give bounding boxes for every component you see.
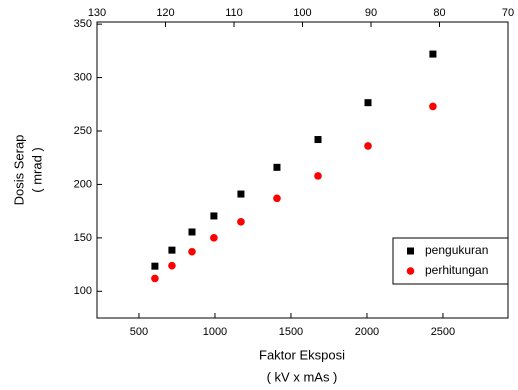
y-axis-title: ( mrad ) (29, 147, 44, 193)
point (168, 261, 176, 270)
x2-tick-label: 100 (293, 7, 311, 19)
point (364, 99, 372, 107)
point (237, 218, 245, 226)
point (188, 247, 196, 256)
x-axis-title: ( kV x mAs ) (267, 369, 338, 384)
point (364, 142, 372, 150)
point (237, 190, 245, 198)
point (210, 212, 218, 220)
point (314, 136, 322, 144)
x2-tick-label: 120 (156, 7, 174, 19)
x-tick-label: 2500 (431, 326, 455, 338)
point (188, 228, 196, 236)
legend-label: perhitungan (425, 263, 488, 277)
y-tick-label: 200 (74, 178, 92, 190)
x2-tick-label: 80 (433, 7, 445, 19)
x-tick-label: 500 (130, 326, 148, 338)
y-axis-title: Dosis Serap (11, 135, 26, 206)
x-tick-label: 1500 (279, 326, 303, 338)
x2-tick-label: 110 (225, 7, 243, 19)
point (273, 194, 281, 203)
x-tick-label: 2000 (355, 326, 379, 338)
x2-tick-label: 90 (365, 7, 377, 19)
y-tick-label: 300 (74, 71, 92, 83)
x-tick-label: 1000 (203, 326, 227, 338)
point (151, 274, 159, 283)
y-tick-label: 100 (74, 285, 92, 297)
point (210, 234, 218, 242)
y-tick-label: 150 (74, 232, 92, 244)
legend-box (392, 237, 509, 285)
legend-label: pengukuran (425, 243, 488, 257)
point (273, 163, 281, 171)
point (429, 102, 437, 111)
legend-marker (406, 267, 415, 275)
x2-tick-label: 130 (88, 7, 106, 19)
x-axis-title: Faktor Eksposi (259, 347, 345, 362)
y-tick-label: 250 (74, 125, 92, 137)
point (314, 172, 322, 180)
point (151, 262, 159, 270)
y-tick-label: 350 (74, 18, 92, 30)
point (429, 50, 437, 58)
legend-marker (407, 247, 414, 255)
x2-tick-label: 70 (502, 7, 514, 19)
point (168, 246, 176, 254)
